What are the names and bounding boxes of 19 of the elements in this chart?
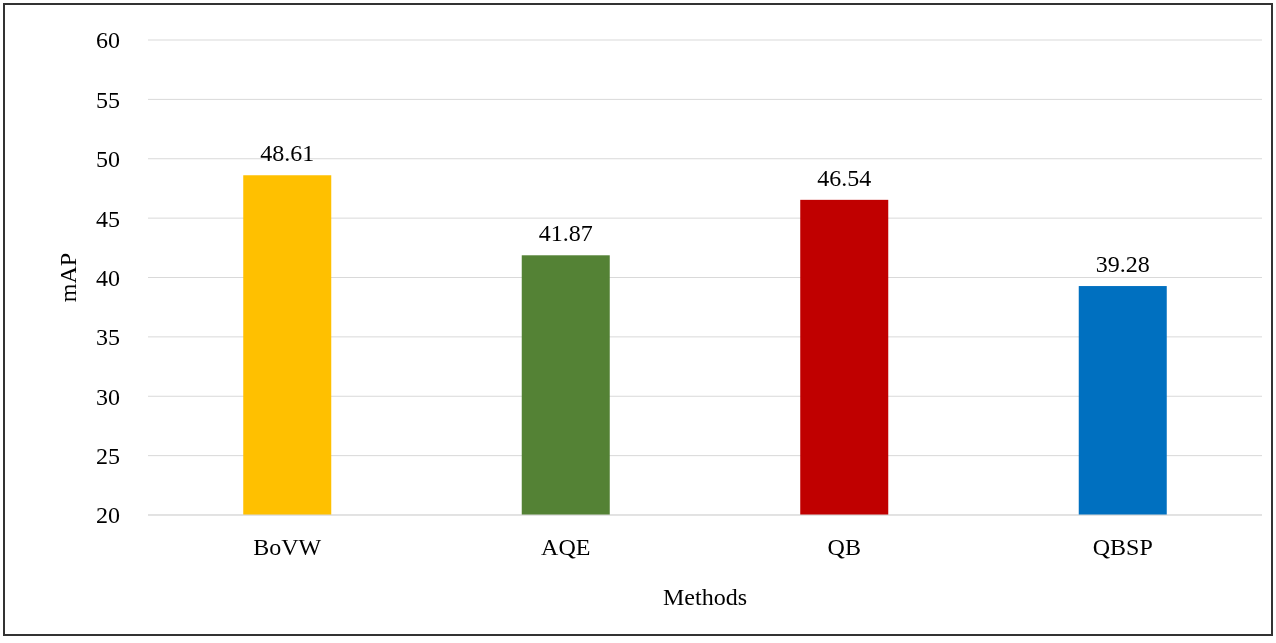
y-tick-label: 35	[96, 324, 120, 351]
x-tick-label: QB	[827, 534, 861, 560]
x-axis-title: Methods	[663, 584, 747, 610]
x-tick-label: BoVW	[253, 534, 322, 560]
y-tick-label: 50	[96, 146, 120, 173]
y-tick-label: 25	[96, 443, 120, 470]
data-label: 46.54	[817, 164, 872, 191]
x-tick-label: QBSP	[1092, 534, 1153, 560]
y-tick-label: 60	[96, 27, 120, 54]
y-axis-title: mAP	[55, 252, 81, 303]
data-label: 41.87	[538, 220, 593, 247]
y-tick-label: 30	[96, 383, 120, 410]
y-tick-label: 20	[96, 502, 120, 529]
y-tick-label: 55	[96, 86, 120, 113]
x-tick-label: AQE	[541, 534, 591, 560]
y-tick-label: 45	[96, 205, 120, 232]
data-label: 39.28	[1095, 251, 1150, 278]
y-tick-label: 40	[96, 264, 120, 291]
data-label: 48.61	[260, 140, 315, 167]
